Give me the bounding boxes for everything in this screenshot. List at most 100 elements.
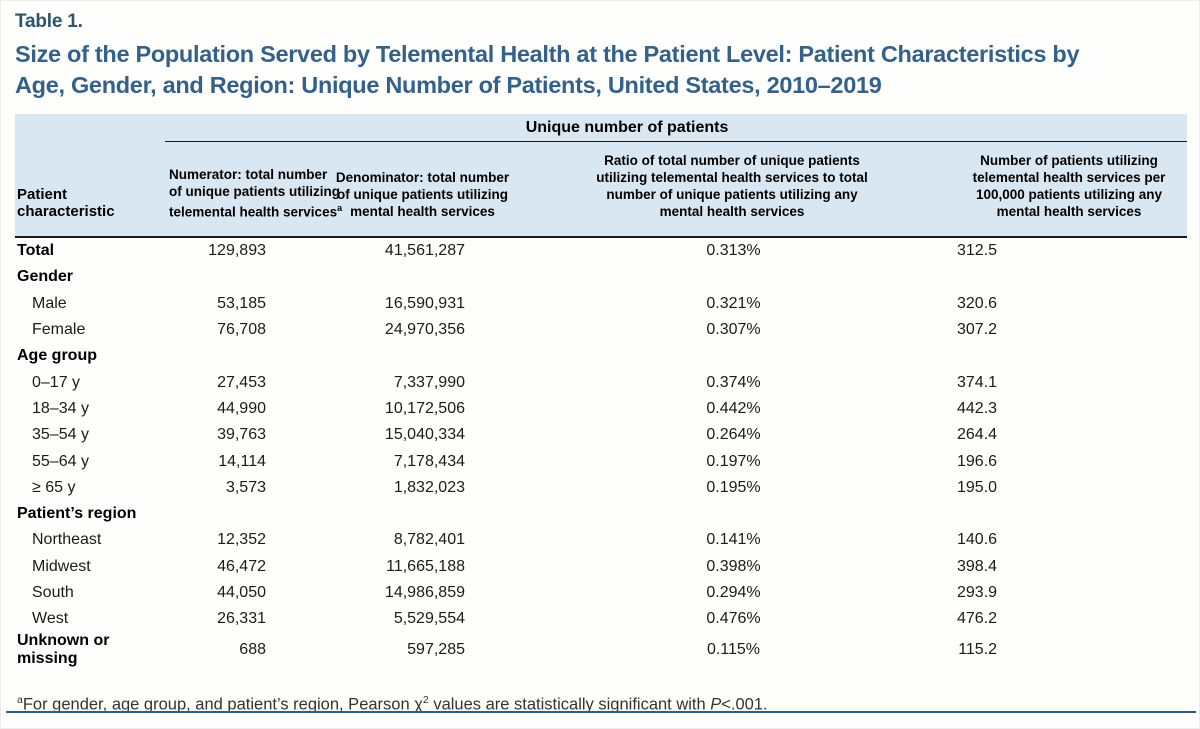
cell-value: 44,050 <box>217 584 266 601</box>
row-label: 0–17 y <box>32 373 81 391</box>
cell-value: 374.1 <box>957 373 998 391</box>
spanner-row: Unique number of patients <box>15 114 1188 142</box>
table-row: Patient’s region <box>15 501 1187 527</box>
cell-value <box>885 501 1187 527</box>
row-label: 18–34 y <box>32 399 89 417</box>
spanner-cell: Unique number of patients <box>165 114 1188 142</box>
column-header-ratio: Ratio of total number of unique patients… <box>535 141 885 238</box>
cell-value: 44,990 <box>217 399 266 417</box>
cell-value: 293.9 <box>957 584 998 601</box>
cell-value: 140.6 <box>957 531 998 549</box>
data-table: Unique number of patients Patient charac… <box>15 114 1188 668</box>
cell-value: 5,529,554 <box>393 610 465 628</box>
row-label: Northeast <box>32 531 102 549</box>
row-label: Patient’s region <box>17 505 137 523</box>
cell-value: 129,893 <box>208 242 266 260</box>
spanner-spacer-cell <box>15 114 165 142</box>
footnote-text: <.001. <box>721 695 768 714</box>
cell-value: 688 <box>239 641 266 659</box>
table-row: South 44,050 14,986,859 0.294% 293.9 <box>15 580 1187 606</box>
cell-value <box>885 343 1187 369</box>
cell-value: 0.264% <box>706 426 761 444</box>
row-label: Midwest <box>32 557 91 575</box>
cell-value: 0.197% <box>706 452 761 470</box>
cell-value: 14,114 <box>218 452 266 470</box>
cell-value: 264.4 <box>957 426 998 444</box>
cell-value: 195.0 <box>957 478 998 496</box>
table-row: Total 129,893 41,561,287 0.313% 312.5 <box>15 237 1187 264</box>
table-row: 0–17 y 27,453 7,337,990 0.374% 374.1 <box>15 369 1187 395</box>
cell-value <box>165 264 310 290</box>
table-row: Midwest 46,472 11,665,188 0.398% 398.4 <box>15 554 1187 580</box>
footnote-marker: a <box>17 694 23 707</box>
cell-value: 0.321% <box>706 294 761 312</box>
cell-value: 41,561,287 <box>384 242 465 260</box>
row-label: Age group <box>17 347 97 365</box>
column-header-text: Patient characteristic <box>17 186 115 220</box>
cell-value: 8,782,401 <box>393 531 465 549</box>
cell-value: 39,763 <box>217 426 266 444</box>
row-label: Female <box>32 321 86 339</box>
cell-value <box>165 343 310 369</box>
cell-value: 10,172,506 <box>384 399 465 417</box>
cell-value: 0.307% <box>706 321 761 339</box>
cell-value: 442.3 <box>957 399 998 417</box>
column-header-rate-per-100000: Number of patients utilizing telemental … <box>885 141 1188 238</box>
bottom-rule <box>6 711 1196 713</box>
cell-value: 0.398% <box>706 557 761 575</box>
cell-value: 1,832,023 <box>393 478 465 496</box>
cell-value <box>165 501 310 527</box>
table-row: ≥ 65 y 3,573 1,832,023 0.195% 195.0 <box>15 475 1187 501</box>
cell-value <box>535 343 885 369</box>
cell-value <box>535 501 885 527</box>
table-row: Female 76,708 24,970,356 0.307% 307.2 <box>15 317 1187 343</box>
footnote-text: For gender, age group, and patient’s reg… <box>22 695 423 714</box>
cell-value: 15,040,334 <box>384 426 465 444</box>
row-label: 55–64 y <box>32 452 89 470</box>
table-row: West 26,331 5,529,554 0.476% 476.2 <box>15 606 1187 632</box>
cell-value: 312.5 <box>957 242 998 260</box>
cell-value: 11,665,188 <box>386 557 465 575</box>
table-body: Total 129,893 41,561,287 0.313% 312.5 Gender M… <box>15 237 1187 668</box>
cell-value: 0.476% <box>706 610 761 628</box>
column-header-text: Numerator: total number of unique patien… <box>169 166 340 220</box>
cell-value: 14,986,859 <box>384 584 465 601</box>
table-row: 35–54 y 39,763 15,040,334 0.264% 264.4 <box>15 422 1187 448</box>
cell-value: 597,285 <box>407 641 465 659</box>
cell-value: 196.6 <box>957 452 998 470</box>
cell-value: 16,590,931 <box>384 294 465 312</box>
row-label: Male <box>32 294 67 312</box>
table-row: Northeast 12,352 8,782,401 0.141% 140.6 <box>15 527 1187 553</box>
table-row: Male 53,185 16,590,931 0.321% 320.6 <box>15 291 1187 317</box>
chi-squared-exponent: 2 <box>422 694 429 707</box>
row-label: Gender <box>17 268 74 286</box>
footnote-text: values are statistically significant wit… <box>428 695 711 714</box>
cell-value: 476.2 <box>957 610 998 628</box>
spanner-label: Unique number of patients <box>525 119 729 136</box>
table-row: 55–64 y 14,114 7,178,434 0.197% 196.6 <box>15 448 1187 474</box>
cell-value: 0.442% <box>706 399 761 417</box>
cell-value: 307.2 <box>957 321 998 339</box>
row-label: Unknown or missing <box>17 632 110 668</box>
cell-value <box>535 264 885 290</box>
cell-value: 46,472 <box>217 557 266 575</box>
table-row: 18–34 y 44,990 10,172,506 0.442% 442.3 <box>15 396 1187 422</box>
footnote-marker: a <box>337 202 343 213</box>
p-value-symbol: P <box>710 695 722 714</box>
column-header-patient-characteristic: Patient characteristic <box>15 141 165 238</box>
table-row: Gender <box>15 264 1187 290</box>
cell-value: 3,573 <box>225 478 266 496</box>
cell-value: 76,708 <box>217 321 266 339</box>
table-row: Age group <box>15 343 1187 369</box>
column-header-text: Denominator: total number of unique pati… <box>335 170 510 219</box>
cell-value: 398.4 <box>957 557 998 575</box>
row-label: 35–54 y <box>32 426 89 444</box>
cell-value: 0.141% <box>706 531 761 549</box>
cell-value: 53,185 <box>217 294 266 312</box>
table-header: Unique number of patients Patient charac… <box>15 114 1188 238</box>
column-header-text: Number of patients utilizing telemental … <box>972 153 1166 219</box>
cell-value: 12,352 <box>217 531 266 549</box>
cell-value <box>310 501 535 527</box>
cell-value <box>885 264 1187 290</box>
